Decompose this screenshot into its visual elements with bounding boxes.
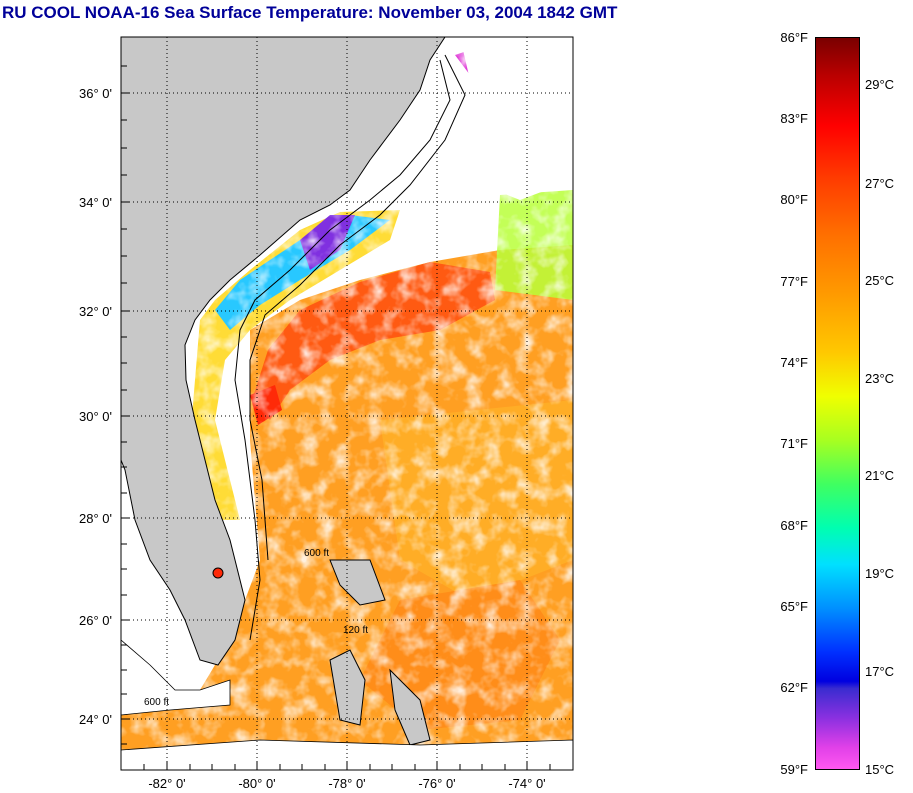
lat-label: 30° 0' (79, 409, 112, 424)
depth-label-120ft: 120 ft (343, 625, 368, 636)
lat-label: 26° 0' (79, 613, 112, 628)
temperature-colorbar (815, 37, 860, 770)
lon-label: -74° 0' (508, 776, 546, 791)
fahrenheit-label: 71°F (780, 436, 808, 451)
celsius-label: 17°C (865, 664, 895, 679)
graticule (121, 37, 573, 770)
celsius-label: 25°C (865, 273, 895, 288)
celsius-label: 19°C (865, 566, 895, 581)
fahrenheit-label: 59°F (780, 762, 808, 777)
bahamas-island (329, 559, 386, 606)
lon-label: -80° 0' (238, 776, 276, 791)
celsius-label: 21°C (865, 468, 895, 483)
depth-label-600ft: 600 ft (304, 548, 329, 559)
cloud-cover-north (121, 37, 573, 200)
fahrenheit-label: 77°F (780, 274, 808, 289)
fahrenheit-label: 83°F (780, 111, 808, 126)
depth-label-600ft: 600 ft (144, 697, 169, 708)
bahamas-island (329, 649, 366, 726)
depth-contour-120ft (249, 54, 466, 561)
lat-label: 34° 0' (79, 195, 112, 210)
fahrenheit-label: 86°F (780, 30, 808, 45)
fahrenheit-label: 62°F (780, 680, 808, 695)
lon-label: -78° 0' (328, 776, 366, 791)
map-title: RU COOL NOAA-16 Sea Surface Temperature:… (2, 3, 618, 22)
cuba-coast (121, 739, 573, 770)
depth-contour-600ft (234, 59, 451, 641)
lon-label: -82° 0' (148, 776, 186, 791)
lat-label: 28° 0' (79, 511, 112, 526)
fahrenheit-label: 74°F (780, 355, 808, 370)
celsius-label: 15°C (865, 762, 895, 777)
fahrenheit-label: 68°F (780, 518, 808, 533)
lat-label: 32° 0' (79, 304, 112, 319)
lake-okeechobee (212, 567, 224, 579)
lat-label: 36° 0' (79, 86, 112, 101)
fahrenheit-label: 65°F (780, 599, 808, 614)
lat-label: 24° 0' (79, 712, 112, 727)
celsius-label: 29°C (865, 77, 895, 92)
axis-ticks (121, 65, 551, 770)
lon-label: -76° 0' (418, 776, 456, 791)
fahrenheit-label: 80°F (780, 192, 808, 207)
bahamas-island (389, 668, 431, 746)
florida-keys-outline (121, 639, 231, 716)
celsius-label: 23°C (865, 371, 895, 386)
celsius-label: 27°C (865, 176, 895, 191)
